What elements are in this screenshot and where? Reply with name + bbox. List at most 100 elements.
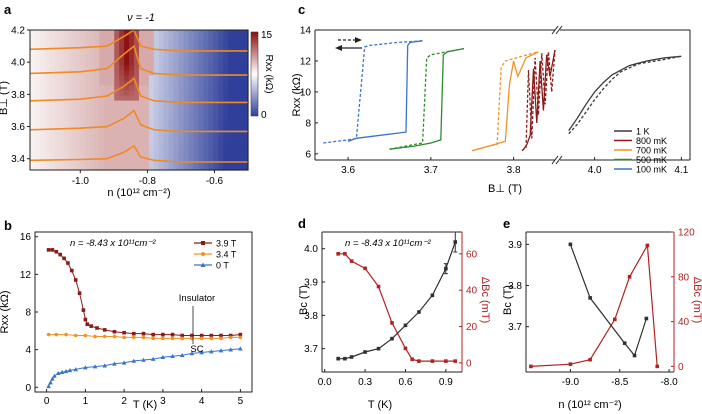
data-point <box>77 291 82 295</box>
heatmap-cell <box>124 50 130 56</box>
heatmap-cell <box>218 140 224 146</box>
heatmap-cell <box>84 90 91 96</box>
heatmap-cell <box>233 70 239 76</box>
heatmap-cell <box>233 150 239 156</box>
heatmap-cell <box>143 65 150 71</box>
heatmap-cell <box>148 100 155 106</box>
panel-c-label: c <box>298 2 305 17</box>
heatmap-cell <box>69 130 76 136</box>
heatmap-cell <box>64 65 71 71</box>
data-point <box>112 361 117 366</box>
heatmap-cell <box>228 115 234 121</box>
heatmap-cell <box>44 40 51 46</box>
heatmap-cell <box>208 85 214 91</box>
heatmap-cell <box>243 120 249 126</box>
heatmap-cell <box>153 165 160 171</box>
heatmap-cell <box>94 165 100 171</box>
heatmap-cell <box>223 105 229 111</box>
heatmap-cell <box>208 60 214 66</box>
heatmap-cell <box>158 85 165 91</box>
heatmap-cell <box>119 120 125 126</box>
heatmap-cell <box>69 80 76 86</box>
heatmap-cell <box>49 90 56 96</box>
heatmap-cell <box>203 35 209 41</box>
sweep-arrows <box>335 37 362 51</box>
heatmap-cell <box>198 80 204 86</box>
heatmap-cell <box>143 55 150 61</box>
heatmap-cell <box>203 150 209 156</box>
heatmap-cell <box>158 50 165 56</box>
heatmap-cell <box>148 60 155 66</box>
heatmap-cell <box>104 100 110 106</box>
heatmap-cell <box>124 95 130 101</box>
heatmap-cell <box>109 140 115 146</box>
heatmap-cell <box>59 135 66 141</box>
heatmap-cell <box>74 30 81 36</box>
heatmap-cell <box>114 165 120 171</box>
heatmap-cell <box>129 115 135 121</box>
heatmap-cell <box>178 120 185 126</box>
heatmap-cell <box>208 40 214 46</box>
panel-a-frame <box>29 29 249 171</box>
sc-label: SC <box>190 344 203 355</box>
heatmap-cell <box>114 85 120 91</box>
heatmap-cell <box>74 135 81 141</box>
heatmap-cell <box>228 145 234 151</box>
heatmap-cells <box>30 30 249 171</box>
heatmap-cell <box>228 135 234 141</box>
heatmap-cell <box>49 135 56 141</box>
heatmap-cell <box>119 125 125 131</box>
heatmap-cell <box>114 125 120 131</box>
heatmap-cell <box>188 125 195 131</box>
heatmap-cell <box>193 45 200 51</box>
x-tick-label: -1.0 <box>72 176 90 187</box>
heatmap-cell <box>148 135 155 141</box>
heatmap-cell <box>59 145 66 151</box>
y-tick-label-right: 0 <box>678 362 684 373</box>
heatmap-cell <box>74 100 81 106</box>
heatmap-cell <box>94 80 100 86</box>
heatmap-cell <box>203 40 209 46</box>
data-point <box>161 336 165 341</box>
series-800-mK-down <box>523 49 556 150</box>
heatmap-cell <box>193 85 200 91</box>
heatmap-cell <box>139 55 145 61</box>
heatmap-cell <box>94 105 100 111</box>
heatmap-cell <box>74 110 81 116</box>
heatmap-cell <box>223 50 229 56</box>
heatmap-cell <box>64 50 71 56</box>
heatmap-cell <box>119 30 125 36</box>
heatmap-cell <box>143 75 150 81</box>
heatmap-cell <box>163 160 170 166</box>
data-point <box>46 248 51 252</box>
heatmap-cell <box>54 160 61 166</box>
heatmap-cell <box>158 75 165 81</box>
heatmap-cell <box>208 75 214 81</box>
heatmap-cell <box>148 140 155 146</box>
heatmap-cell <box>193 135 200 141</box>
heatmap-cell <box>153 145 160 151</box>
heatmap-cell <box>188 45 195 51</box>
heatmap-cell <box>99 120 105 126</box>
bc-point <box>622 341 627 345</box>
heatmap-cell <box>49 140 56 146</box>
heatmap-cell <box>238 155 244 161</box>
heatmap-cell <box>44 95 51 101</box>
heatmap-cell <box>168 145 175 151</box>
heatmap-cell <box>148 130 155 136</box>
heatmap-cell <box>228 85 234 91</box>
heatmap-cell <box>148 50 155 56</box>
colorbar <box>250 31 259 117</box>
heatmap-cell <box>153 115 160 121</box>
data-point <box>238 346 243 351</box>
heatmap-cell <box>64 95 71 101</box>
heatmap-cell <box>218 105 224 111</box>
heatmap-cell <box>124 130 130 136</box>
heatmap-cell <box>163 60 170 66</box>
heatmap-cell <box>104 70 110 76</box>
heatmap-cell <box>129 30 135 36</box>
heatmap-cell <box>168 125 175 131</box>
heatmap-cell <box>114 60 120 66</box>
heatmap-cell <box>54 165 61 171</box>
heatmap-cell <box>178 165 185 171</box>
